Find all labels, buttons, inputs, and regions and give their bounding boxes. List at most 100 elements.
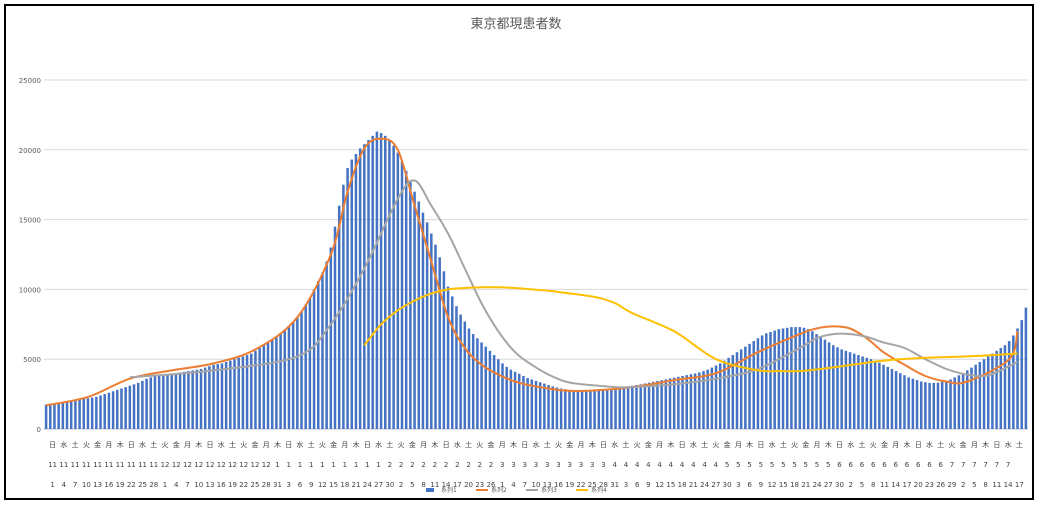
x-tick-month: 11 (71, 461, 80, 469)
bar (476, 338, 479, 429)
bar (517, 373, 521, 429)
x-tick-month: 6 (938, 461, 943, 469)
x-tick-weekday: 木 (117, 440, 124, 449)
x-tick-weekday: 木 (274, 440, 281, 449)
x-tick-month: 6 (837, 461, 842, 469)
x-tick-day: 27 (374, 481, 383, 489)
bar (748, 343, 751, 429)
x-tick-month: 11 (48, 461, 57, 469)
x-tick-month: 5 (826, 461, 830, 469)
x-tick-weekday: 木 (903, 440, 910, 449)
x-tick-month: 1 (275, 461, 279, 469)
x-tick-weekday: 土 (308, 440, 315, 449)
x-tick-day: 7 (185, 481, 189, 489)
x-tick-day: 5 (860, 481, 864, 489)
x-tick-month: 3 (590, 461, 594, 469)
x-tick-weekday: 水 (454, 440, 461, 449)
series-line (363, 286, 1018, 373)
bar (1007, 341, 1011, 429)
x-tick-day: 25 (588, 481, 597, 489)
x-tick-weekday: 火 (555, 441, 562, 449)
x-tick-weekday: 木 (589, 440, 596, 449)
x-tick-weekday: 木 (510, 440, 517, 449)
legend-label: 系列3 (541, 486, 557, 494)
x-tick-weekday: 月 (341, 441, 348, 449)
x-tick-month: 2 (455, 461, 459, 469)
bar (203, 367, 207, 429)
x-tick-weekday: 月 (105, 441, 112, 449)
bar (291, 321, 295, 429)
bar (660, 380, 663, 429)
x-tick-day: 30 (835, 481, 844, 489)
bar (618, 387, 622, 429)
x-tick-day: 13 (206, 481, 215, 489)
bar (446, 286, 450, 429)
x-tick-day: 16 (104, 481, 113, 489)
y-tick-label: 25000 (19, 77, 41, 85)
bar (610, 389, 613, 429)
x-tick-weekday: 金 (645, 440, 652, 449)
x-tick-weekday: 日 (443, 441, 450, 449)
x-tick-day: 2 (849, 481, 853, 489)
bar (798, 327, 802, 429)
series-line (45, 137, 1019, 407)
x-tick-day: 6 (747, 481, 752, 489)
legend: 系列1 系列2 系列3 系列4 (426, 486, 607, 494)
x-tick-month: 1 (343, 461, 347, 469)
x-tick-weekday: 火 (240, 441, 247, 449)
x-tick-month: 4 (657, 461, 662, 469)
x-tick-day: 24 (700, 481, 709, 489)
x-tick-day: 10 (532, 481, 541, 489)
bar (702, 371, 705, 429)
x-tick-month: 2 (410, 461, 414, 469)
bar (974, 364, 977, 429)
bar (982, 359, 986, 429)
bar (568, 389, 571, 429)
x-tick-month: 6 (905, 461, 910, 469)
bar (442, 271, 446, 429)
x-tick-month: 11 (116, 461, 125, 469)
bar (69, 401, 73, 429)
bar (957, 375, 961, 429)
bar (459, 314, 462, 429)
bar (49, 404, 52, 429)
x-tick-day: 6 (298, 481, 303, 489)
x-tick-weekday: 日 (364, 441, 371, 449)
x-tick-weekday: 水 (139, 440, 146, 449)
x-tick-day: 15 (666, 481, 675, 489)
bar (836, 347, 839, 429)
bar (815, 334, 818, 429)
x-tick-month: 11 (82, 461, 91, 469)
bar (995, 350, 998, 429)
x-tick-month: 12 (206, 461, 215, 469)
bar (945, 380, 948, 429)
bar (208, 366, 211, 429)
bar (744, 346, 747, 429)
bar (388, 140, 391, 429)
bar (233, 359, 236, 429)
x-tick-month: 2 (466, 461, 470, 469)
bar (668, 378, 672, 429)
x-tick-month: 6 (893, 461, 898, 469)
bar (404, 170, 408, 430)
bar (421, 212, 425, 429)
bar (966, 370, 969, 429)
legend-label: 系列1 (441, 486, 457, 494)
x-tick-weekday: 火 (948, 441, 955, 449)
bar (731, 355, 735, 429)
x-tick-month: 4 (612, 461, 617, 469)
bar (363, 144, 366, 429)
x-tick-month: 3 (579, 461, 583, 469)
x-tick-day: 6 (635, 481, 640, 489)
x-tick-month: 12 (161, 461, 170, 469)
bar (337, 205, 341, 429)
bar (124, 387, 127, 429)
bar (639, 384, 642, 429)
bar (718, 363, 722, 429)
bar (919, 381, 923, 429)
bar (484, 346, 488, 429)
x-tick-weekday: 日 (600, 441, 607, 449)
bar (597, 390, 601, 429)
bar (438, 257, 441, 429)
